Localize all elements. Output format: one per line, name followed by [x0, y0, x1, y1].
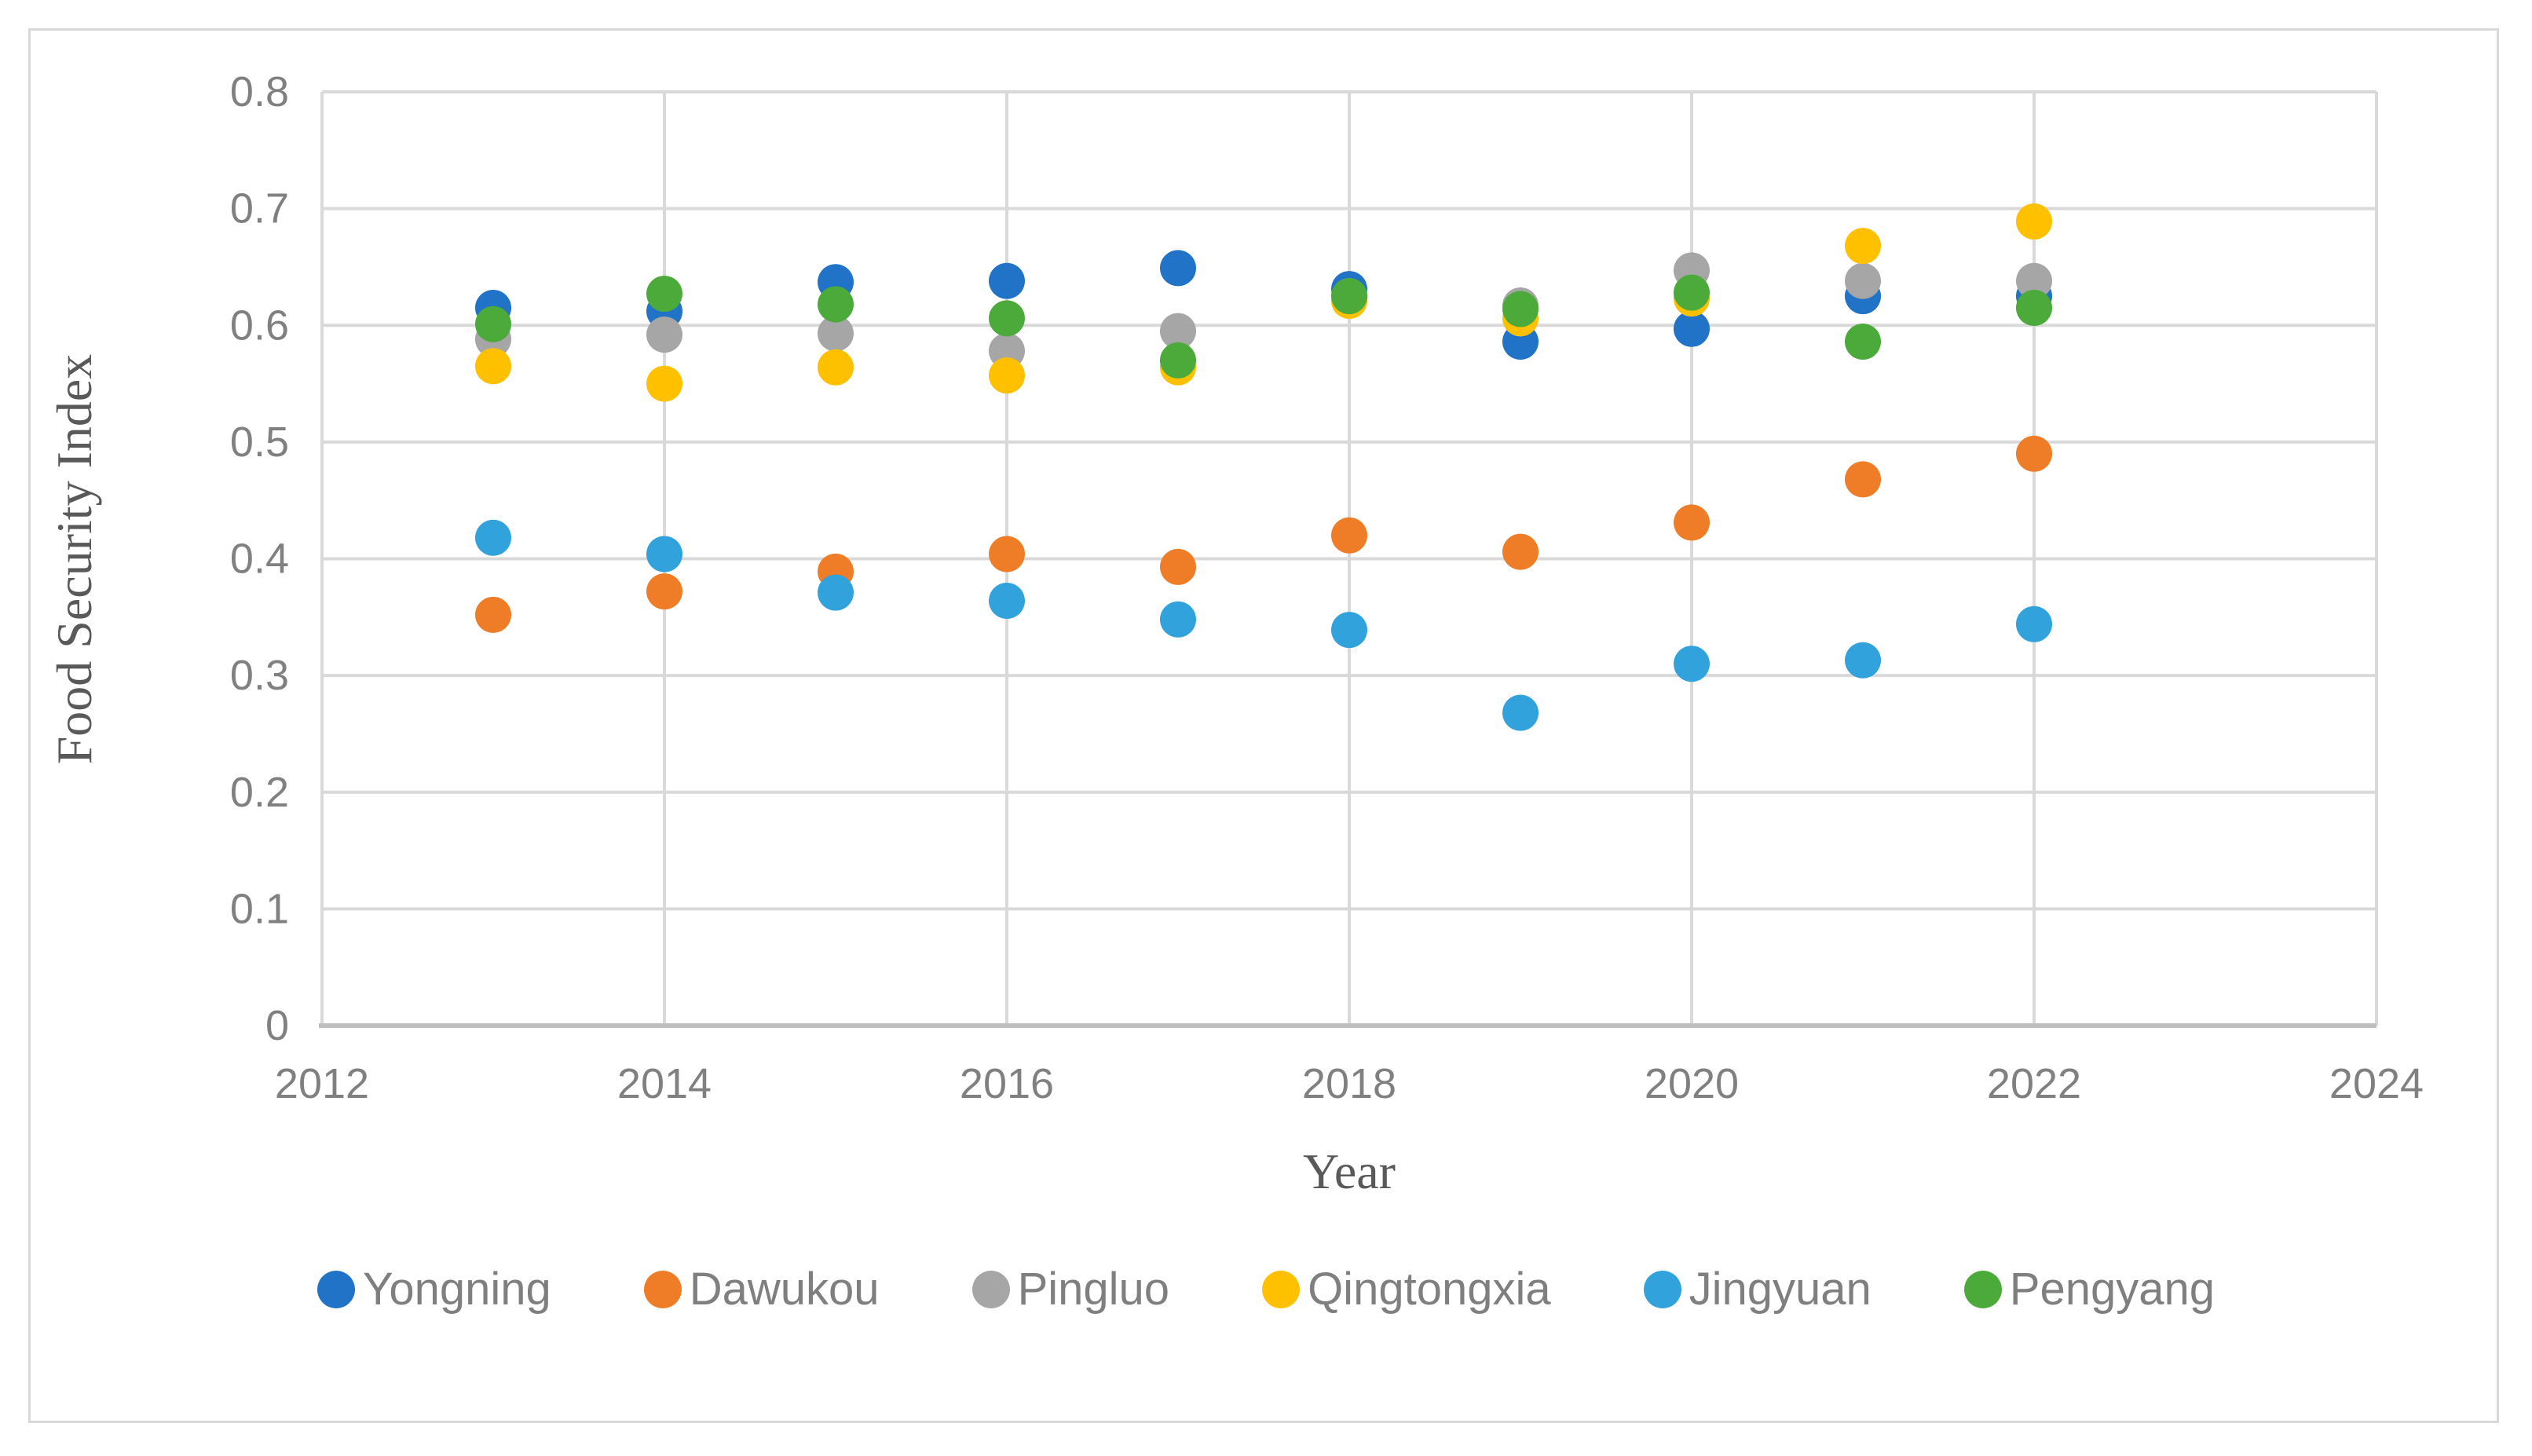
y-axis-title: Food Security Index [46, 353, 102, 765]
chart-legend: Yongning Dawukou Pingluo Qingtongxia Jingyua… [0, 1263, 2532, 1315]
y-tick-label: 0.4 [230, 536, 289, 583]
scatter-point-Jingyuan-2016 [989, 583, 1025, 620]
legend-label: Pingluo [1017, 1264, 1170, 1315]
scatter-point-Pengyang-2015 [818, 286, 854, 323]
y-tick-label: 0.1 [230, 885, 289, 932]
scatter-point-Qingtongxia-2014 [646, 365, 682, 402]
scatter-point-Jingyuan-2014 [646, 536, 682, 573]
scatter-point-Qingtongxia-2021 [1845, 228, 1881, 265]
y-tick-label: 0.6 [230, 302, 289, 349]
x-tick-label: 2016 [960, 1060, 1054, 1107]
scatter-point-Pingluo-2015 [818, 315, 854, 352]
legend-marker-icon [1262, 1270, 1301, 1308]
x-tick-label: 2024 [2329, 1060, 2424, 1107]
scatter-point-Dawukou-2016 [989, 536, 1025, 573]
scatter-point-Pengyang-2019 [1502, 291, 1539, 327]
scatter-point-Jingyuan-2022 [2016, 605, 2052, 642]
scatter-point-Dawukou-2017 [1160, 548, 1196, 585]
scatter-point-Pingluo-2014 [646, 316, 682, 353]
scatter-point-Jingyuan-2019 [1502, 694, 1539, 731]
scatter-point-Dawukou-2022 [2016, 435, 2052, 472]
scatter-point-Pengyang-2013 [475, 305, 511, 342]
legend-item-jingyuan: Jingyuan [1643, 1263, 1872, 1315]
scatter-point-Dawukou-2018 [1331, 517, 1367, 554]
scatter-point-Dawukou-2014 [646, 573, 682, 610]
scatter-point-Jingyuan-2013 [475, 519, 511, 556]
legend-item-qingtongxia: Qingtongxia [1262, 1263, 1551, 1315]
y-tick-label: 0.3 [230, 652, 289, 699]
legend-label: Yongning [362, 1264, 551, 1315]
scatter-point-Dawukou-2021 [1845, 461, 1881, 498]
scatter-point-Pengyang-2021 [1845, 324, 1881, 360]
scatter-point-Pengyang-2022 [2016, 289, 2052, 326]
x-tick-label: 2014 [617, 1060, 712, 1107]
scatter-point-Qingtongxia-2016 [989, 357, 1025, 394]
scatter-point-Pengyang-2020 [1674, 274, 1710, 311]
scatter-point-Jingyuan-2021 [1845, 642, 1881, 679]
scatter-point-Qingtongxia-2013 [475, 348, 511, 385]
x-tick-label: 2012 [275, 1060, 369, 1107]
scatter-point-Dawukou-2019 [1502, 533, 1539, 570]
legend-label: Pengyang [2009, 1264, 2216, 1315]
scatter-point-Yongning-2017 [1160, 250, 1196, 287]
scatter-point-Jingyuan-2018 [1331, 612, 1367, 649]
scatter-point-Qingtongxia-2015 [818, 349, 854, 386]
y-tick-label: 0.2 [230, 769, 289, 816]
figure-frame [28, 28, 2499, 1423]
scatter-point-Pingluo-2021 [1845, 262, 1881, 299]
legend-marker-icon [316, 1270, 355, 1308]
scatter-point-Pengyang-2018 [1331, 278, 1367, 315]
scatter-point-Yongning-2016 [989, 262, 1025, 299]
x-tick-label: 2020 [1645, 1060, 1739, 1107]
scatter-point-Qingtongxia-2022 [2016, 203, 2052, 240]
scatter-point-Pengyang-2016 [989, 300, 1025, 337]
scatter-point-Pingluo-2022 [2016, 262, 2052, 299]
legend-marker-icon [643, 1270, 682, 1308]
y-tick-label: 0.5 [230, 419, 289, 466]
legend-label: Qingtongxia [1308, 1264, 1551, 1315]
scatter-point-Dawukou-2013 [475, 596, 511, 633]
y-tick-label: 0.7 [230, 185, 289, 232]
scatter-point-Jingyuan-2020 [1674, 646, 1710, 682]
legend-item-pengyang: Pengyang [1963, 1263, 2216, 1315]
legend-item-yongning: Yongning [316, 1263, 551, 1315]
scatter-point-Yongning-2020 [1674, 310, 1710, 347]
scatter-point-Pengyang-2014 [646, 276, 682, 313]
y-tick-label: 0 [265, 1002, 289, 1049]
x-tick-label: 2022 [1987, 1060, 2081, 1107]
scatter-point-Jingyuan-2015 [818, 574, 854, 611]
scatter-point-Pingluo-2017 [1160, 313, 1196, 349]
scatter-point-Jingyuan-2017 [1160, 601, 1196, 638]
legend-label: Dawukou [689, 1264, 880, 1315]
y-tick-label: 0.8 [230, 68, 289, 115]
scatter-point-Dawukou-2020 [1674, 504, 1710, 541]
x-tick-label: 2018 [1302, 1060, 1396, 1107]
legend-marker-icon [1643, 1270, 1681, 1308]
legend-label: Jingyuan [1689, 1264, 1872, 1315]
scatter-point-Pengyang-2017 [1160, 342, 1196, 379]
legend-marker-icon [971, 1270, 1010, 1308]
legend-item-pingluo: Pingluo [971, 1263, 1170, 1315]
legend-item-dawukou: Dawukou [643, 1263, 880, 1315]
legend-marker-icon [1963, 1270, 2002, 1308]
x-axis-title: Year [1303, 1143, 1396, 1199]
